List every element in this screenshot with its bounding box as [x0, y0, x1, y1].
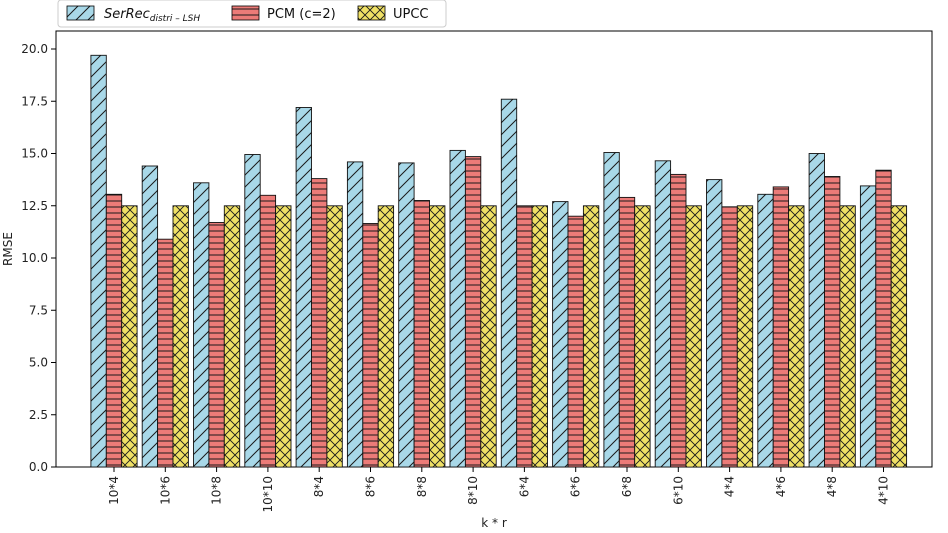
x-tick-label: 10*10 — [261, 476, 275, 513]
bar-pcm — [259, 194, 277, 468]
bar-serrec — [141, 165, 159, 468]
bar-serrec — [244, 154, 261, 468]
x-tick-label: 8*6 — [364, 476, 378, 497]
bar-pcm — [670, 173, 687, 468]
legend-label-serrec: SerRecdistri – LSH — [104, 7, 200, 24]
bar-serrec — [398, 162, 415, 468]
bar-upcc — [788, 205, 805, 468]
bar-pcm — [362, 223, 379, 468]
bar-upcc — [531, 205, 548, 468]
x-tick-label: 4*6 — [774, 476, 788, 497]
bar-pcm — [772, 186, 790, 468]
bar-pcm — [413, 200, 430, 468]
y-axis: 0.0 2.5 5.0 7.5 10.0 12.5 15.0 17.5 20.0 — [21, 42, 56, 474]
bar-upcc — [223, 205, 241, 468]
y-tick-label: 15.0 — [21, 147, 48, 161]
x-tick-label: 8*8 — [415, 476, 429, 497]
x-tick-label: 6*10 — [671, 476, 685, 505]
bar-serrec — [193, 182, 210, 468]
y-tick-label: 20.0 — [21, 42, 48, 56]
y-tick-label: 5.0 — [29, 356, 48, 370]
bar-serrec — [295, 107, 312, 468]
bar-serrec — [346, 161, 364, 468]
x-tick-label: 10*4 — [107, 476, 121, 505]
bar-serrec — [859, 185, 877, 468]
bar-upcc — [480, 205, 497, 468]
legend-label-upcc: UPCC — [393, 7, 429, 22]
bar-upcc — [172, 205, 189, 468]
bar-serrec — [449, 149, 466, 468]
y-tick-label: 0.0 — [29, 460, 48, 474]
bar-upcc — [634, 205, 651, 468]
bar-serrec — [603, 152, 620, 468]
bar-serrec — [757, 193, 774, 468]
bar-upcc — [685, 205, 702, 468]
y-tick-label: 17.5 — [21, 94, 48, 108]
bar-serrec — [500, 98, 518, 468]
x-tick-label: 8*4 — [312, 476, 326, 497]
bar-upcc — [326, 205, 343, 468]
bar-serrec — [90, 54, 107, 468]
bar-pcm — [464, 156, 482, 468]
bar-pcm — [208, 222, 225, 468]
bar-pcm — [157, 238, 174, 468]
y-tick-label: 12.5 — [21, 199, 48, 213]
legend-swatch-upcc — [357, 5, 386, 21]
y-tick-label: 10.0 — [21, 251, 48, 265]
bar-upcc — [275, 205, 292, 468]
bar-pcm — [311, 178, 328, 468]
x-axis: 10*4 10*6 10*8 10*10 8*4 8*6 8*8 8*10 6*4 6*6 6*8 6… — [107, 467, 891, 513]
x-tick-label: 4*4 — [723, 476, 737, 497]
bar-upcc — [890, 205, 908, 468]
bar-upcc — [121, 205, 138, 468]
bar-serrec — [706, 179, 723, 468]
bar-pcm — [105, 193, 123, 468]
x-tick-label: 6*4 — [517, 476, 531, 497]
bar-pcm — [721, 206, 738, 468]
legend: SerRecdistri – LSH PCM (c=2) UPCC — [57, 0, 447, 28]
bars-layer — [90, 54, 908, 468]
x-tick-label: 8*10 — [466, 476, 480, 505]
bar-serrec — [552, 201, 569, 468]
bar-pcm — [567, 215, 584, 468]
y-tick-label: 2.5 — [29, 408, 48, 422]
bar-upcc — [582, 205, 600, 468]
x-tick-label: 4*10 — [877, 476, 891, 505]
x-tick-label: 10*6 — [158, 476, 172, 505]
bar-serrec — [654, 160, 672, 468]
y-tick-label: 7.5 — [29, 303, 48, 317]
legend-swatch-pcm — [231, 5, 260, 21]
bar-upcc — [839, 205, 856, 468]
bar-upcc — [736, 205, 754, 468]
bar-upcc — [377, 205, 395, 468]
bar-pcm — [824, 176, 841, 468]
y-axis-label: RMSE — [1, 232, 15, 266]
legend-label-pcm: PCM (c=2) — [267, 7, 336, 22]
bar-upcc — [429, 205, 446, 468]
x-tick-label: 6*6 — [569, 476, 583, 497]
x-tick-label: 10*8 — [210, 476, 224, 505]
x-tick-label: 4*8 — [825, 476, 839, 497]
bar-serrec — [808, 153, 825, 468]
x-tick-label: 6*8 — [620, 476, 634, 497]
legend-swatch-serrec — [66, 5, 95, 21]
x-axis-label: k * r — [481, 516, 507, 530]
bar-pcm — [516, 205, 533, 468]
bar-pcm — [875, 169, 892, 468]
bar-pcm — [618, 196, 636, 468]
